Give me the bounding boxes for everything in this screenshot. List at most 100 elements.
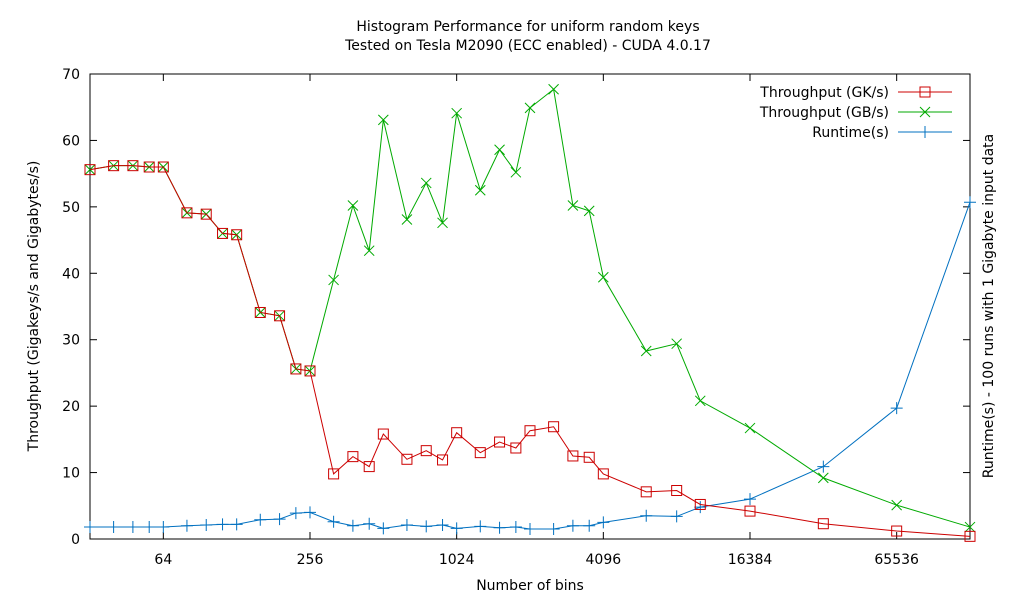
data-point	[694, 498, 706, 510]
data-point	[436, 519, 449, 532]
x-axis-label: Number of bins	[476, 578, 584, 594]
data-point	[377, 428, 389, 440]
data-point	[474, 447, 486, 459]
data-point	[143, 161, 155, 173]
data-point	[451, 107, 463, 119]
data-point	[180, 519, 193, 532]
data-point	[127, 160, 139, 172]
data-point	[328, 274, 339, 286]
y-tick-label: 20	[62, 399, 80, 415]
data-point	[567, 200, 579, 211]
data-point	[328, 468, 340, 480]
data-point	[254, 306, 266, 318]
data-point	[437, 454, 449, 466]
data-point	[363, 517, 376, 530]
data-point	[254, 513, 267, 526]
data-point	[420, 177, 432, 189]
legend-label: Throughput (GK/s)	[759, 85, 889, 101]
x-tick-label: 64	[154, 552, 172, 568]
x-tick-label: 16384	[728, 552, 773, 568]
data-point	[964, 196, 976, 209]
y-axis-label: Throughput (Gigakeys/s and Gigabytes/s)	[26, 161, 42, 453]
data-point	[474, 520, 487, 533]
data-point	[524, 102, 536, 114]
data-point	[510, 442, 522, 454]
data-point	[891, 499, 903, 511]
data-point	[890, 402, 903, 415]
data-point	[597, 271, 609, 283]
data-point	[494, 144, 505, 156]
data-point	[510, 166, 522, 178]
data-point	[640, 345, 652, 357]
data-point	[274, 310, 286, 322]
data-point	[304, 506, 316, 519]
legend-marker	[919, 86, 931, 98]
data-point	[231, 229, 243, 241]
data-point	[640, 509, 653, 522]
x-tick-label: 4096	[586, 552, 622, 568]
legend-marker	[919, 126, 931, 138]
data-point	[304, 365, 316, 377]
data-point	[964, 521, 976, 533]
data-point	[347, 451, 359, 463]
data-point	[157, 521, 170, 534]
data-point	[583, 519, 596, 532]
data-point	[216, 518, 229, 531]
data-point	[597, 468, 609, 480]
data-point	[744, 422, 756, 434]
series-runtime-s	[84, 196, 976, 536]
chart-title: Histogram Performance for uniform random…	[356, 19, 699, 35]
data-point	[327, 515, 340, 528]
data-point	[230, 518, 243, 531]
data-point	[493, 521, 506, 534]
data-point	[597, 516, 610, 529]
data-point	[451, 427, 463, 439]
y-tick-label: 50	[62, 200, 80, 216]
data-point	[524, 425, 536, 437]
data-point	[474, 184, 486, 196]
series-throughput-gk-s	[84, 160, 976, 542]
data-point	[401, 214, 413, 225]
data-point	[400, 519, 413, 532]
series-line	[89, 165, 971, 537]
data-point	[363, 245, 375, 257]
x-tick-label: 65536	[874, 552, 919, 568]
legend: Throughput (GK/s) Throughput (GB/s) Runtim…	[759, 85, 952, 141]
data-point	[273, 513, 286, 526]
data-point	[547, 523, 560, 536]
data-point	[583, 205, 595, 217]
x-tick-label: 1024	[439, 552, 475, 568]
y-axis-ticks: 0 10 20 30 40 50 60 70	[62, 67, 970, 548]
y-tick-label: 60	[62, 133, 80, 149]
data-point	[437, 217, 448, 229]
series-line	[90, 202, 971, 530]
series-throughput-gb-s	[84, 83, 976, 533]
data-point	[377, 522, 390, 535]
data-point	[817, 472, 829, 484]
data-point	[744, 505, 756, 517]
data-point	[420, 520, 433, 533]
data-point	[200, 208, 212, 220]
data-point	[377, 114, 389, 126]
data-point	[420, 445, 432, 457]
data-point	[817, 460, 830, 473]
data-point	[964, 530, 976, 542]
y-tick-label: 40	[62, 266, 80, 282]
plot-area	[89, 73, 971, 540]
data-point	[548, 421, 560, 433]
data-point	[494, 436, 506, 448]
legend-label: Throughput (GB/s)	[759, 105, 889, 121]
data-point	[84, 164, 96, 176]
data-point	[694, 501, 707, 514]
data-point	[670, 510, 683, 523]
data-point	[744, 493, 756, 506]
data-point	[450, 522, 463, 535]
data-point	[347, 200, 359, 211]
data-point	[200, 519, 213, 532]
data-point	[567, 450, 579, 462]
legend-label: Runtime(s)	[812, 125, 889, 141]
data-point	[548, 83, 559, 95]
data-point	[891, 525, 903, 537]
series-line	[89, 88, 971, 528]
x-axis-ticks: 64 256 1024 4096 16384 65536	[154, 74, 919, 568]
